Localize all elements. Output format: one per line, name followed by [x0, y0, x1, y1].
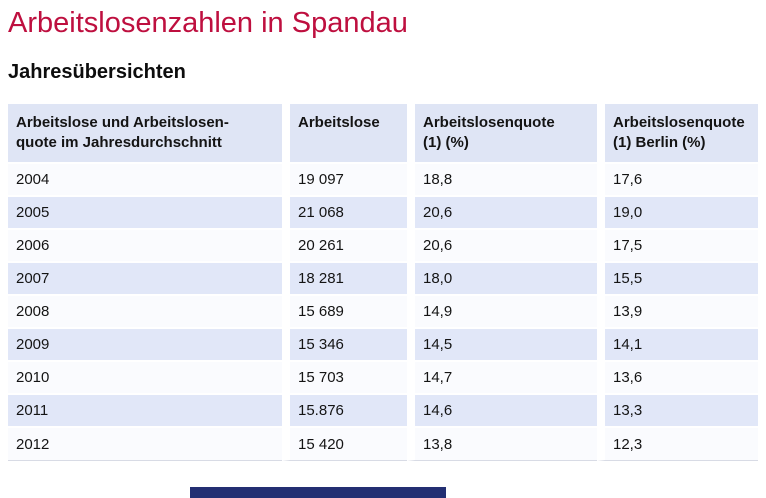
table-row: 2004 19 097 18,8 17,6 — [8, 164, 758, 198]
year-cell: 2004 — [8, 164, 282, 198]
column-header: Arbeitslose und Arbeitslosen-quote im Ja… — [8, 104, 282, 165]
column-header: Arbeitslosenquote (1) Berlin (%) — [597, 104, 758, 165]
year-cell: 2005 — [8, 197, 282, 231]
table-row: 2008 15 689 14,9 13,9 — [8, 296, 758, 330]
year-cell: 2006 — [8, 230, 282, 264]
column-header-line: (1) Berlin (%) — [613, 134, 706, 152]
year-cell: 2009 — [8, 329, 282, 363]
value-cell: 14,1 — [597, 329, 758, 363]
column-header-line: Arbeitslose und Arbeitslosen- — [16, 114, 229, 132]
value-cell: 15 703 — [282, 362, 407, 396]
value-cell: 17,6 — [597, 164, 758, 198]
value-cell: 17,5 — [597, 230, 758, 264]
value-cell: 21 068 — [282, 197, 407, 231]
value-cell: 15.876 — [282, 395, 407, 429]
section-subtitle: Jahresübersichten — [8, 61, 186, 84]
value-cell: 15 420 — [282, 428, 407, 462]
column-header-line: Arbeitslose — [298, 114, 380, 132]
column-header-line: quote im Jahresdurchschnitt — [16, 134, 222, 152]
statistics-table: Arbeitslose und Arbeitslosen-quote im Ja… — [8, 104, 758, 462]
table-header-row: Arbeitslose und Arbeitslosen-quote im Ja… — [8, 104, 758, 165]
column-header: Arbeitslose — [282, 104, 407, 165]
value-cell: 13,3 — [597, 395, 758, 429]
column-header-line: (1) (%) — [423, 134, 469, 152]
year-cell: 2007 — [8, 263, 282, 297]
table-row: 2006 20 261 20,6 17,5 — [8, 230, 758, 264]
value-cell: 13,8 — [407, 428, 597, 462]
table-row: 2010 15 703 14,7 13,6 — [8, 362, 758, 396]
value-cell: 18,0 — [407, 263, 597, 297]
value-cell: 13,6 — [597, 362, 758, 396]
bottom-bar — [190, 487, 446, 498]
year-cell: 2008 — [8, 296, 282, 330]
page-content: Arbeitslosenzahlen in Spandau Jahresüber… — [8, 0, 758, 462]
year-cell: 2011 — [8, 395, 282, 429]
value-cell: 14,5 — [407, 329, 597, 363]
table-row: 2012 15 420 13,8 12,3 — [8, 428, 758, 462]
value-cell: 14,6 — [407, 395, 597, 429]
table-row: 2005 21 068 20,6 19,0 — [8, 197, 758, 231]
page-title: Arbeitslosenzahlen in Spandau — [8, 7, 408, 39]
table-body: 2004 19 097 18,8 17,6 2005 21 068 20,6 19,0 2006… — [8, 164, 758, 462]
table-row: 2009 15 346 14,5 14,1 — [8, 329, 758, 363]
value-cell: 13,9 — [597, 296, 758, 330]
value-cell: 18 281 — [282, 263, 407, 297]
value-cell: 20,6 — [407, 230, 597, 264]
value-cell: 18,8 — [407, 164, 597, 198]
value-cell: 15 689 — [282, 296, 407, 330]
value-cell: 20 261 — [282, 230, 407, 264]
value-cell: 19,0 — [597, 197, 758, 231]
value-cell: 15,5 — [597, 263, 758, 297]
value-cell: 15 346 — [282, 329, 407, 363]
value-cell: 14,7 — [407, 362, 597, 396]
column-header: Arbeitslosenquote (1) (%) — [407, 104, 597, 165]
year-cell: 2012 — [8, 428, 282, 462]
value-cell: 20,6 — [407, 197, 597, 231]
year-cell: 2010 — [8, 362, 282, 396]
column-header-line: Arbeitslosenquote — [423, 114, 555, 132]
value-cell: 14,9 — [407, 296, 597, 330]
column-header-line: Arbeitslosenquote — [613, 114, 745, 132]
value-cell: 12,3 — [597, 428, 758, 462]
table-row: 2011 15.876 14,6 13,3 — [8, 395, 758, 429]
table-row: 2007 18 281 18,0 15,5 — [8, 263, 758, 297]
value-cell: 19 097 — [282, 164, 407, 198]
